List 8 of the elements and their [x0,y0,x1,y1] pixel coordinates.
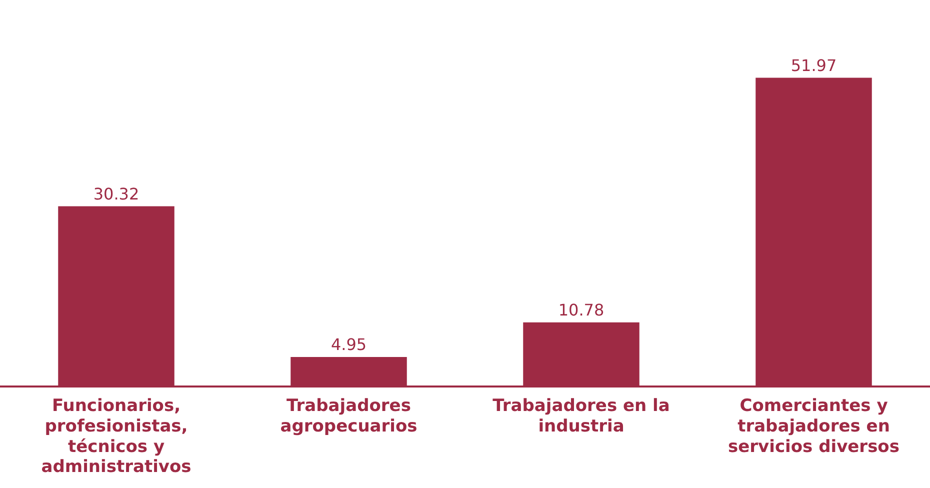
x-tick-label: Trabajadores en la industria [492,396,670,436]
data-label: 30.32 [93,184,140,204]
x-tick-label: Funcionarios, profesionistas, técnicos y administrativos [41,396,192,478]
data-label: 51.97 [790,56,837,75]
x-tick-label: Comerciantes y trabajadores en servicios diversos [728,396,900,457]
data-label: 4.95 [330,335,367,354]
data-label: 10.78 [558,300,604,320]
x-tick-label: Trabajadores agropecuarios [280,396,418,436]
